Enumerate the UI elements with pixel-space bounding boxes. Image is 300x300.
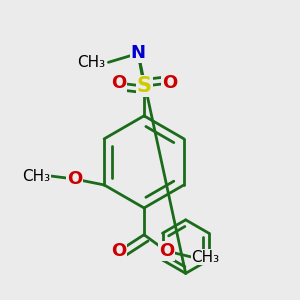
Text: O: O — [67, 170, 82, 188]
Text: CH₃: CH₃ — [77, 55, 105, 70]
Text: O: O — [162, 74, 177, 92]
Text: O: O — [159, 242, 174, 260]
Text: CH₃: CH₃ — [22, 169, 51, 184]
Text: CH₃: CH₃ — [192, 250, 220, 265]
Text: S: S — [136, 76, 152, 96]
Text: O: O — [111, 242, 126, 260]
Text: O: O — [111, 74, 126, 92]
Text: N: N — [130, 44, 146, 62]
